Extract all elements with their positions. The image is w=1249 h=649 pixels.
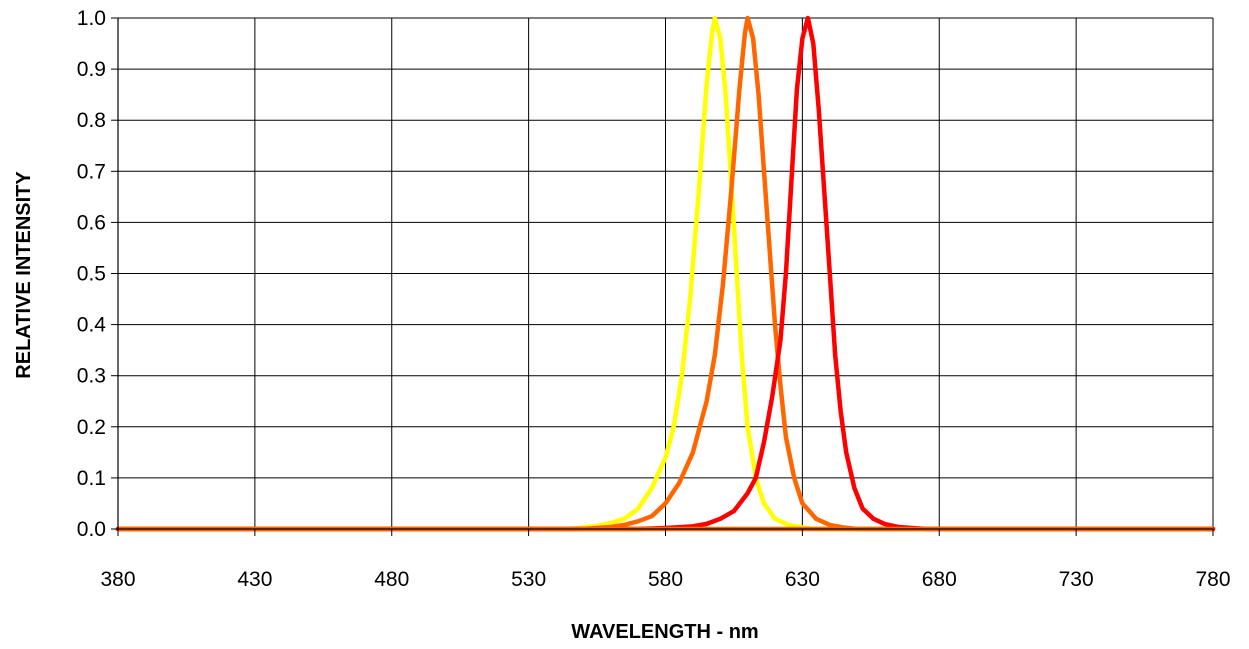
x-tick-label: 730	[1059, 568, 1094, 591]
grid-lines	[117, 17, 1214, 530]
x-tick-label: 780	[1195, 568, 1230, 591]
y-tick-label: 0.5	[77, 263, 106, 286]
y-tick-label: 0.1	[77, 467, 106, 490]
y-axis-title: RELATIVE INTENSITY	[13, 171, 35, 379]
x-tick-label: 630	[785, 568, 820, 591]
x-tick-label: 530	[511, 568, 546, 591]
x-tick-label: 580	[648, 568, 683, 591]
series-line-1	[115, 15, 1216, 532]
x-tick-label: 480	[374, 568, 409, 591]
y-tick-label: 1.0	[77, 7, 106, 30]
axes	[111, 17, 1214, 536]
y-tick-label: 0.8	[77, 109, 106, 132]
x-tick-label: 680	[922, 568, 957, 591]
series-line-2	[115, 15, 1216, 532]
series-line-0	[115, 15, 1216, 532]
y-tick-labels: 0.0 0.1 0.2 0.3 0.4 0.5 0.6 0.7 0.8 0.9 1.0	[77, 7, 107, 541]
y-tick-label: 0.0	[77, 518, 106, 541]
y-tick-label: 0.2	[77, 416, 106, 439]
y-tick-label: 0.4	[77, 314, 107, 337]
x-axis-title: WAVELENGTH - nm	[571, 621, 758, 643]
y-tick-label: 0.9	[77, 58, 106, 81]
y-tick-label: 0.3	[77, 365, 106, 388]
y-tick-label: 0.6	[77, 211, 106, 234]
x-tick-label: 380	[100, 568, 135, 591]
x-tick-labels: 380 430 480 530 580 630 680 730 780	[100, 568, 1230, 591]
y-tick-label: 0.7	[77, 160, 106, 183]
x-tick-label: 430	[237, 568, 272, 591]
